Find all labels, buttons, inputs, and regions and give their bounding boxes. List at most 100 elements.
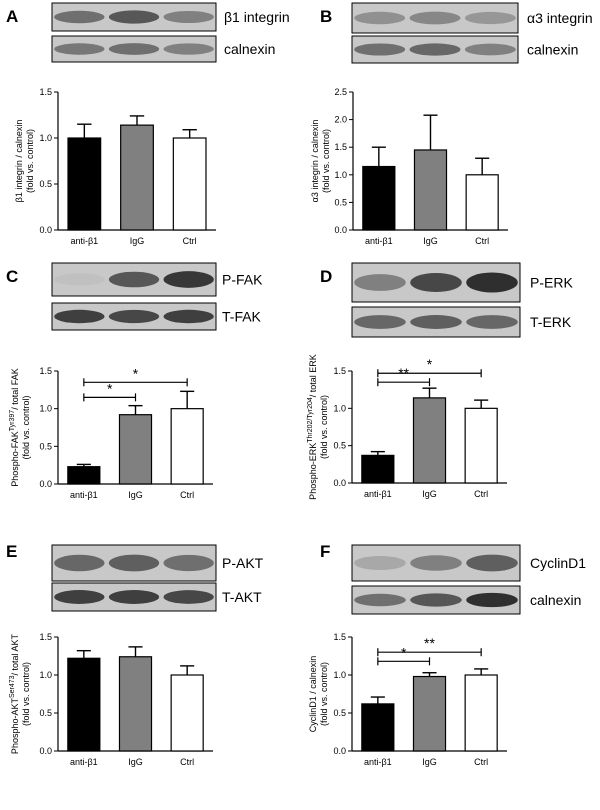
panel-letter: B — [320, 7, 332, 26]
bar — [412, 397, 447, 484]
x-tick-label: Ctrl — [474, 757, 488, 767]
significance-bracket: * — [377, 644, 431, 666]
x-tick-label: Ctrl — [475, 236, 489, 246]
significance-label: ** — [424, 635, 435, 651]
y-tick-label: 1.5 — [333, 632, 346, 642]
bar — [361, 703, 395, 752]
blot-band — [466, 272, 518, 293]
blot-band — [108, 271, 160, 288]
blot-label: CyclinD1 — [530, 555, 586, 571]
blot-band — [410, 315, 462, 329]
blot-label: T-ERK — [530, 314, 572, 330]
blot-band — [410, 272, 462, 293]
x-tick-label: IgG — [423, 236, 438, 246]
y-tick-label: 1.5 — [39, 366, 52, 376]
blot-label: β1 integrin — [224, 9, 290, 25]
blot-band — [163, 10, 214, 24]
x-tick-label: anti-β1 — [364, 489, 392, 499]
blot-strip — [51, 2, 217, 32]
blot-band — [409, 11, 461, 25]
y-tick-label: 0.5 — [333, 708, 346, 718]
x-tick-label: Ctrl — [180, 490, 194, 500]
bar — [412, 675, 447, 752]
bar — [170, 408, 204, 485]
y-axis-label-line: CyclinD1 / calnexin — [308, 656, 318, 733]
y-tick-label: 2.5 — [334, 87, 347, 97]
y-tick-label: 1.5 — [39, 632, 52, 642]
significance-bracket: ** — [377, 635, 482, 657]
y-tick-label: 1.5 — [333, 366, 346, 376]
y-tick-label: 0.5 — [333, 441, 346, 451]
y-tick-label: 0.0 — [333, 478, 346, 488]
blot-band — [466, 315, 518, 329]
x-tick-label: IgG — [128, 757, 143, 767]
x-tick-label: IgG — [422, 757, 437, 767]
x-tick-label: IgG — [128, 490, 143, 500]
significance-bracket: * — [83, 365, 188, 387]
bar — [118, 656, 153, 752]
bar-chart: 0.0 0.5 1.0 1.5 anti-β1 IgG Ctrl β1 integrin / … — [14, 87, 216, 246]
blot-band — [54, 309, 105, 324]
blot-band — [108, 309, 160, 324]
y-axis-label-line: β1 integrin / calnexin — [14, 120, 24, 203]
y-tick-label: 1.0 — [39, 404, 52, 414]
blot-strip — [351, 35, 519, 64]
y-axis-label-line: (fold vs. control) — [21, 662, 31, 726]
y-tick-label: 1.5 — [39, 87, 52, 97]
x-tick-label: Ctrl — [474, 489, 488, 499]
blot-strip — [51, 582, 217, 612]
y-axis-label-line: (fold vs. control) — [319, 662, 329, 726]
blot-band — [464, 43, 516, 56]
blot-band — [410, 555, 462, 571]
y-axis-label: CyclinD1 / calnexin(fold vs. control) — [308, 656, 329, 733]
blot-band — [54, 590, 105, 604]
significance-bracket: ** — [377, 365, 431, 387]
blot-strip — [351, 2, 519, 34]
y-tick-label: 0.0 — [39, 479, 52, 489]
blot-strip — [51, 302, 217, 331]
y-axis-label-superscript: Ser473 — [9, 675, 16, 698]
x-tick-label: IgG — [422, 489, 437, 499]
blot-strip — [51, 262, 217, 297]
bar — [464, 674, 498, 752]
y-tick-label: 0.5 — [334, 197, 347, 207]
panel-e: E P-AKT T-AKT 0.0 0.5 1.0 1.5 anti-β1 IgG Ctrl Pho… — [6, 542, 264, 767]
panel-letter: F — [320, 542, 330, 561]
y-tick-label: 1.5 — [334, 142, 347, 152]
y-axis-label-line: / total AKT — [10, 633, 20, 675]
y-tick-label: 0.0 — [39, 746, 52, 756]
y-axis-label: Phospho-AKTSer473/ total AKT(fold vs. co… — [9, 633, 31, 754]
blot-band — [54, 554, 105, 572]
y-tick-label: 1.0 — [333, 403, 346, 413]
bar-chart: 0.0 0.5 1.0 1.5 anti-β1 IgG Ctrl Phospho-AKTSer… — [9, 632, 213, 767]
y-axis-label-superscript: Thr202/Tyr204 — [307, 397, 314, 443]
bar — [172, 137, 207, 231]
bar — [120, 124, 154, 231]
y-tick-label: 0.0 — [333, 746, 346, 756]
y-tick-label: 0.0 — [334, 225, 347, 235]
y-axis-label-line: (fold vs. control) — [25, 129, 35, 193]
blot-band — [54, 43, 105, 55]
blot-label: P-AKT — [222, 555, 264, 571]
y-tick-label: 1.0 — [39, 670, 52, 680]
blot-label: T-AKT — [222, 589, 262, 605]
blot-band — [409, 43, 461, 56]
blot-band — [354, 555, 406, 571]
y-tick-label: 0.5 — [39, 708, 52, 718]
y-tick-label: 2.0 — [334, 115, 347, 125]
significance-label: * — [133, 365, 139, 381]
blot-band — [354, 315, 406, 329]
panel-letter: D — [320, 267, 332, 286]
x-tick-label: IgG — [130, 236, 145, 246]
x-tick-label: Ctrl — [180, 757, 194, 767]
bar — [170, 674, 204, 752]
bar — [67, 657, 101, 752]
panel-f: F CyclinD1 calnexin 0.0 0.5 1.0 1.5 anti-β1 IgG C… — [308, 542, 586, 767]
blot-band — [54, 273, 105, 286]
x-tick-label: anti-β1 — [70, 490, 98, 500]
blot-band — [354, 43, 406, 56]
y-axis-label-line: Phospho-FAK — [10, 431, 20, 487]
y-tick-label: 1.0 — [39, 133, 52, 143]
